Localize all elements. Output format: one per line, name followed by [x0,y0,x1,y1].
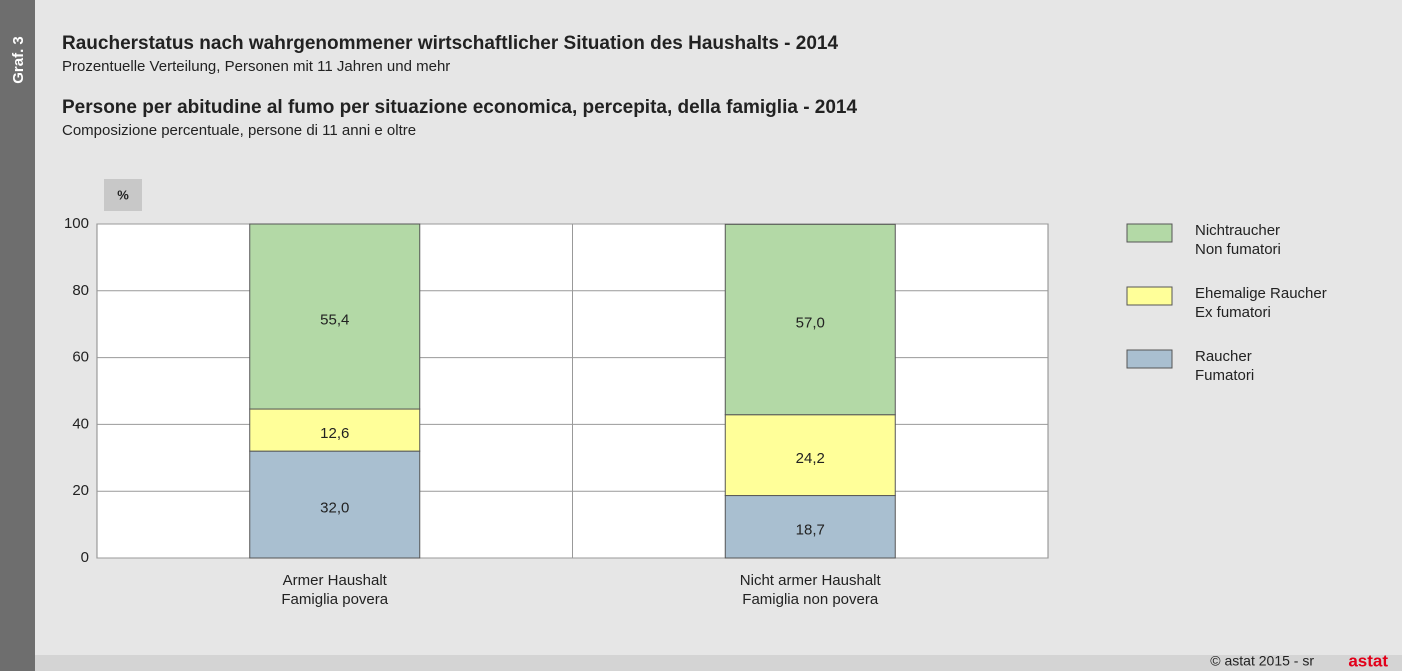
y-tick-label: 0 [81,549,89,566]
chart-subtitle: Prozentuelle Verteilung, Personen mit 11… [62,58,450,75]
y-tick-label: 20 [72,482,89,499]
y-tick-label: 40 [72,415,89,432]
legend-swatch [1126,349,1173,369]
legend-swatch [1126,286,1173,306]
legend-swatch [1126,223,1173,243]
chart-title-it: Persone per abitudine al fumo per situaz… [62,97,858,118]
chart-title: Raucherstatus nach wahrgenommener wirtsc… [62,33,838,54]
value-label: 24,2 [796,450,825,467]
value-label: 32,0 [320,500,349,517]
y-tick-label: 80 [72,282,89,299]
y-axis-label: % [117,187,129,202]
bar-segment [249,408,421,452]
logo: astat [1348,651,1388,670]
legend-label: Ehemalige Raucher [1195,285,1327,302]
value-label: 18,7 [796,522,825,539]
legend-label: Nichtraucher [1195,222,1280,239]
unit-box [104,179,142,211]
legend-label: Ex fumatori [1195,304,1271,321]
value-label: 55,4 [320,311,349,328]
legend-label: Raucher [1195,348,1252,365]
x-tick-label: Famiglia non povera [742,591,879,608]
footer-strip [35,655,1402,671]
bar-segment [249,223,421,410]
bar-segment [724,223,896,416]
legend-label: Non fumatori [1195,241,1281,258]
graphic-label: Graf. 3 [10,36,27,84]
value-label: 12,6 [320,425,349,442]
x-tick-label: Armer Haushalt [283,572,388,589]
bar-segment [724,495,896,559]
chart-subtitle-it: Composizione percentuale, persone di 11 … [62,122,416,139]
side-strip [0,0,35,671]
x-tick-label: Famiglia povera [281,591,388,608]
x-tick-label: Nicht armer Haushalt [740,572,882,589]
value-label: 57,0 [796,314,825,331]
bar-segment [724,414,896,497]
credit: © astat 2015 - sr [1210,653,1314,669]
legend-label: Fumatori [1195,367,1254,384]
bar-segment [249,450,421,559]
y-tick-label: 60 [72,349,89,366]
y-tick-label: 100 [64,215,89,232]
